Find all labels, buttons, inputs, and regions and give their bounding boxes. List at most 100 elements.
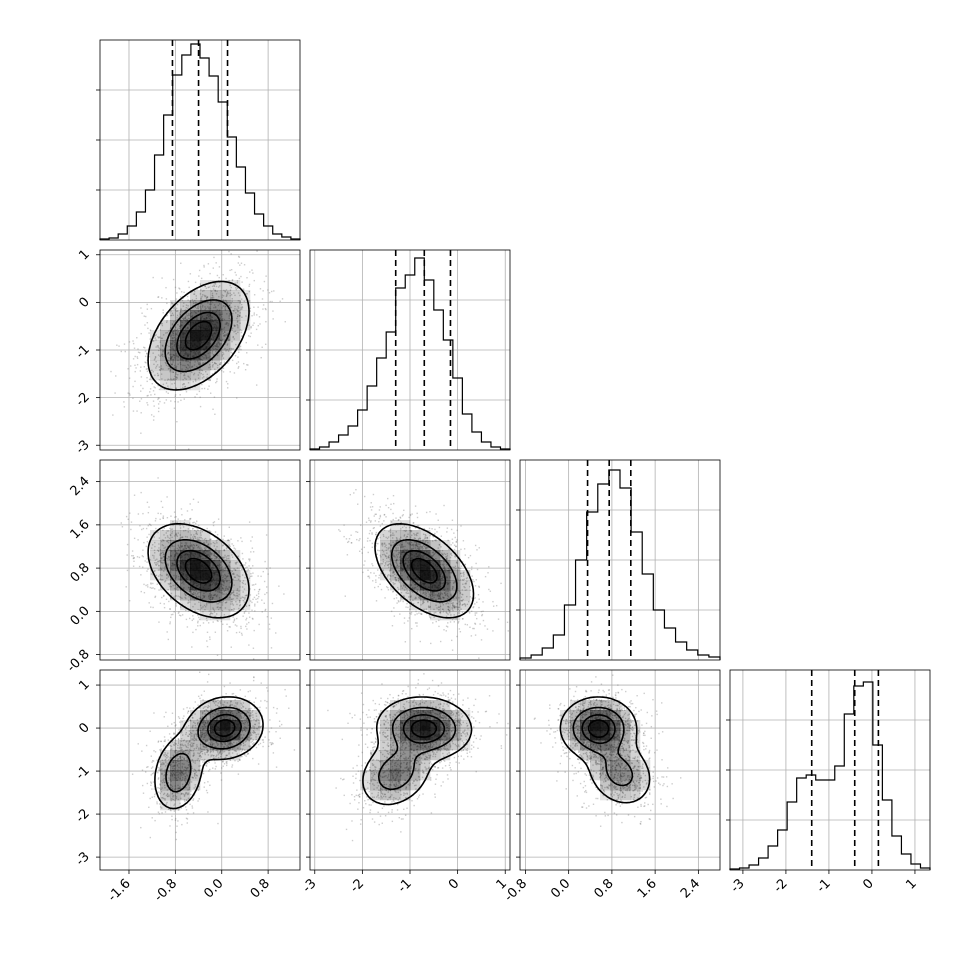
scatter-point: [248, 285, 250, 287]
density-cell: [230, 600, 241, 611]
scatter-point: [452, 610, 454, 612]
scatter-point: [416, 516, 419, 519]
scatter-point: [339, 530, 341, 532]
scatter-point: [427, 590, 429, 592]
scatter-point: [153, 552, 156, 554]
scatter-point: [447, 567, 449, 570]
scatter-point: [192, 536, 194, 538]
density-cell: [200, 370, 211, 381]
scatter-point: [409, 529, 412, 532]
scatter-point: [451, 606, 453, 609]
scatter-point: [185, 542, 188, 544]
scatter-point: [181, 359, 183, 362]
scatter-point: [419, 537, 422, 540]
scatter-point: [247, 364, 249, 366]
scatter-point: [128, 392, 131, 395]
scatter-point: [185, 369, 187, 371]
scatter-point: [254, 603, 256, 605]
scatter-point: [438, 551, 440, 553]
scatter-point: [233, 573, 235, 575]
scatter-point: [245, 570, 248, 573]
scatter-point: [185, 388, 187, 391]
scatter-point: [404, 641, 407, 643]
density-cell: [210, 580, 221, 591]
scatter-point: [456, 539, 458, 541]
scatter-point: [155, 360, 157, 363]
scatter-point: [206, 640, 208, 642]
scatter-point: [448, 606, 450, 609]
scatter-point: [168, 352, 170, 354]
scatter-point: [242, 591, 244, 593]
scatter-point: [228, 339, 230, 341]
scatter-point: [167, 575, 170, 577]
scatter-point: [181, 545, 183, 548]
scatter-point: [393, 615, 396, 617]
scatter-point: [220, 344, 222, 346]
scatter-point: [263, 580, 266, 583]
scatter-point: [379, 525, 382, 527]
scatter-point: [177, 401, 179, 403]
scatter-point: [192, 605, 194, 608]
scatter-point: [262, 304, 265, 306]
scatter-point: [197, 625, 199, 627]
scatter-point: [426, 537, 429, 539]
scatter-point: [213, 554, 216, 556]
scatter-point: [221, 574, 223, 577]
scatter-point: [214, 552, 216, 555]
panel-frame: [309, 249, 511, 451]
scatter-point: [453, 606, 456, 608]
scatter-point: [451, 618, 454, 621]
scatter-point: [196, 365, 198, 368]
scatter-point: [144, 350, 147, 352]
scatter-point: [372, 564, 374, 567]
contour-line: [176, 549, 221, 592]
scatter-point: [169, 622, 171, 625]
scatter-point: [207, 622, 210, 624]
scatter-point: [166, 302, 168, 305]
scatter-point: [416, 512, 418, 515]
scatter-point: [231, 554, 233, 556]
scatter-point: [235, 332, 237, 335]
scatter-point: [207, 379, 210, 381]
scatter-point: [243, 601, 246, 603]
scatter-point: [231, 543, 233, 545]
scatter-point: [423, 601, 425, 603]
scatter-point: [223, 361, 226, 363]
scatter-point: [165, 332, 167, 334]
scatter-point: [235, 595, 237, 597]
scatter-point: [176, 586, 178, 588]
scatter-point: [218, 601, 220, 603]
scatter-point: [408, 543, 410, 545]
scatter-point: [451, 519, 454, 521]
scatter-point: [443, 589, 446, 592]
scatter-point: [431, 555, 434, 557]
scatter-point: [259, 588, 261, 591]
scatter-point: [140, 384, 142, 387]
scatter-point: [418, 528, 421, 530]
scatter-point: [185, 367, 188, 369]
scatter-point: [457, 612, 459, 614]
scatter-point: [416, 593, 418, 596]
scatter-point: [379, 536, 381, 539]
scatter-point: [212, 524, 215, 527]
scatter-point: [397, 519, 400, 521]
scatter-point: [177, 612, 180, 614]
scatter-point: [254, 605, 256, 607]
scatter-point: [192, 547, 194, 549]
scatter-point: [457, 608, 459, 611]
scatter-point: [221, 556, 223, 559]
scatter-point: [240, 298, 243, 300]
scatter-point: [189, 518, 191, 520]
scatter-point: [218, 281, 221, 284]
density-cell: [240, 310, 251, 321]
scatter-point: [376, 553, 378, 555]
scatter-point: [458, 628, 461, 630]
scatter-point: [397, 570, 399, 572]
scatter-point: [157, 384, 159, 387]
scatter-point: [228, 315, 230, 317]
scatter-point: [402, 546, 404, 548]
scatter-point: [230, 294, 233, 296]
density-cell: [230, 290, 241, 301]
scatter-point: [195, 544, 198, 546]
scatter-point: [147, 586, 149, 588]
